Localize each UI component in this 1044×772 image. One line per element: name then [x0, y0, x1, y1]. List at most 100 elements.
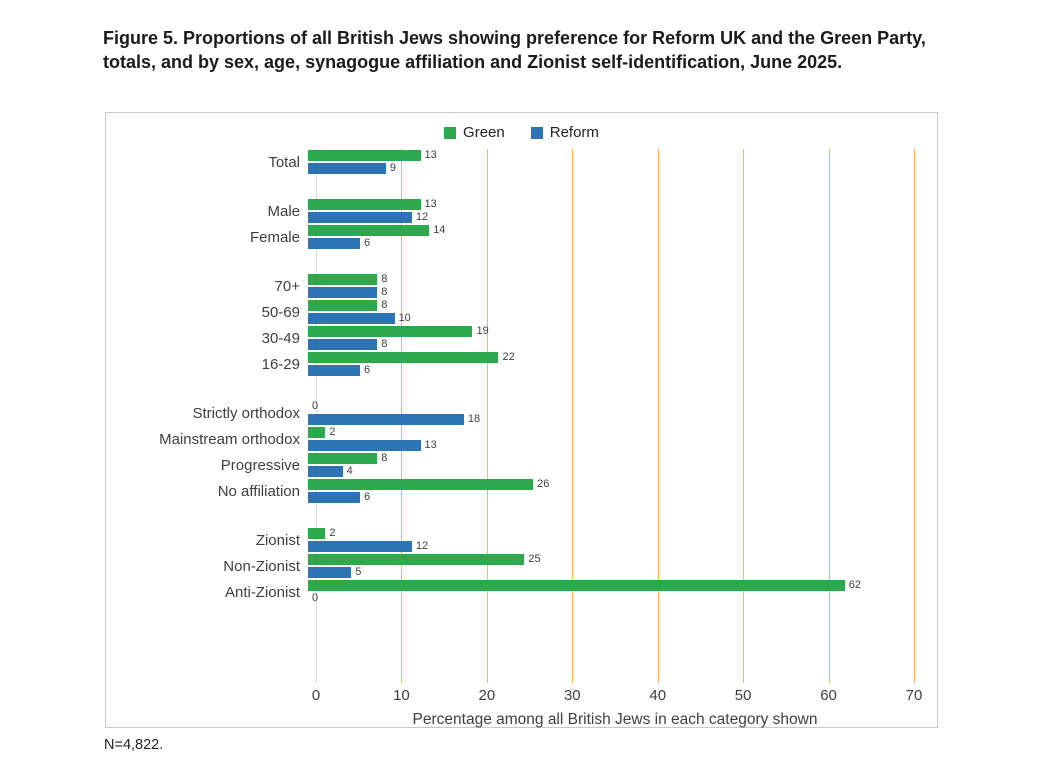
- reform-bar: [308, 238, 360, 249]
- bar-value-label: 5: [355, 566, 362, 578]
- bar-value-label: 12: [415, 540, 429, 552]
- reform-bar: [308, 466, 343, 477]
- bar-pair: 2 13: [308, 427, 914, 451]
- x-tick-label: 40: [649, 687, 667, 704]
- bar-value-label: 6: [363, 237, 371, 249]
- legend-label: Reform: [549, 124, 599, 141]
- category-label: 50-69: [261, 303, 300, 321]
- category-label: 30-49: [261, 329, 300, 347]
- bar-value-label: 8: [381, 452, 388, 464]
- green-bar: [308, 274, 378, 285]
- bar-line: 13: [308, 440, 914, 451]
- bar-line: 6: [308, 492, 914, 503]
- bar-value-label: 12: [415, 211, 429, 223]
- bar-line: 13: [308, 150, 914, 161]
- bar-value-label: 19: [476, 325, 489, 337]
- bar-row: Male 13 12: [106, 198, 914, 224]
- reform-bar: [308, 414, 464, 425]
- bar-value-label: 13: [424, 198, 437, 210]
- bar-value-label: 18: [467, 413, 481, 425]
- bar-group: 70+ 8 8 50-69 8 10 30-49 19 8 16-29 22 6: [106, 273, 914, 377]
- bar-line: 62: [308, 580, 914, 591]
- bar-value-label: 8: [381, 273, 388, 285]
- footnote: N=4,822.: [104, 737, 164, 753]
- legend: Green Reform: [106, 113, 937, 141]
- reform-bar: [308, 339, 378, 350]
- x-tick-label: 60: [820, 687, 837, 704]
- bar-line: 8: [308, 287, 914, 298]
- category-label: Strictly orthodox: [192, 404, 300, 422]
- x-tick-label: 30: [563, 687, 581, 704]
- reform-bar: [308, 440, 421, 451]
- bar-line: 8: [308, 339, 914, 350]
- legend-swatch: [444, 126, 457, 139]
- bar-line: 9: [308, 163, 914, 174]
- green-bar: [308, 427, 326, 438]
- bar-pair: 19 8: [308, 326, 914, 350]
- bar-value-label: 9: [389, 162, 397, 174]
- legend-item: Green: [444, 124, 505, 141]
- x-tick-label: 10: [393, 687, 410, 704]
- bar-row: Mainstream orthodox 2 13: [106, 426, 914, 452]
- bar-row: Progressive 8 4: [106, 452, 914, 478]
- bar-row: 30-49 19 8: [106, 325, 914, 351]
- bar-line: 2: [308, 528, 914, 539]
- bar-line: 18: [308, 414, 914, 425]
- category-label: No affiliation: [217, 482, 300, 500]
- bar-line: 6: [308, 365, 914, 376]
- bar-pair: 0 18: [308, 401, 914, 425]
- green-bar: [308, 580, 845, 591]
- bar-value-label: 10: [398, 312, 411, 324]
- bar-line: 8: [308, 274, 914, 285]
- bar-line: 0: [308, 593, 914, 604]
- bar-group: Strictly orthodox 0 18 Mainstream orthodox 2…: [106, 400, 914, 504]
- gridline: [572, 149, 574, 683]
- gridline: [743, 149, 745, 683]
- bar-value-label: 14: [433, 224, 446, 236]
- x-tick-label: 50: [734, 687, 752, 704]
- bar-pair: 26 6: [308, 479, 914, 503]
- bar-row: Non-Zionist 25 5: [106, 553, 914, 579]
- green-bar: [308, 199, 421, 210]
- bar-line: 5: [308, 567, 914, 578]
- bar-value-label: 25: [528, 553, 541, 565]
- bar-value-label: 13: [424, 439, 437, 451]
- bar-pair: 2 12: [308, 528, 914, 552]
- bar-line: 12: [308, 541, 914, 552]
- bar-line: 25: [308, 554, 914, 565]
- x-axis-label: Percentage among all British Jews in eac…: [412, 711, 818, 728]
- bar-rows: Total 13 9 Male 13 12 Female 14 6 70+ 8 8 50-69 8 10 30…: [106, 149, 914, 683]
- bar-line: 14: [308, 225, 914, 236]
- bar-row: Female 14 6: [106, 224, 914, 250]
- bar-line: 10: [308, 313, 914, 324]
- bar-line: 22: [308, 352, 914, 363]
- chart: Green Reform Total 13 9 Male 13 12 Female 14 6 70+…: [105, 112, 938, 728]
- figure-title: Figure 5. Proportions of all British Jew…: [103, 28, 926, 73]
- green-bar: [308, 453, 378, 464]
- bar-pair: 13 12: [308, 199, 914, 223]
- bar-value-label: 13: [424, 149, 437, 161]
- gridline: [657, 149, 659, 683]
- bar-row: 50-69 8 10: [106, 299, 914, 325]
- bar-line: 12: [308, 212, 914, 223]
- bar-row: 70+ 8 8: [106, 273, 914, 299]
- green-bar: [308, 479, 534, 490]
- bar-pair: 62 0: [308, 580, 914, 604]
- gridline: [828, 149, 830, 683]
- bar-value-label: 8: [381, 299, 388, 311]
- category-label: 16-29: [261, 355, 300, 373]
- bar-line: 4: [308, 466, 914, 477]
- bar-group: Total 13 9: [106, 149, 914, 175]
- bar-value-label: 26: [537, 478, 550, 490]
- bar-line: 13: [308, 199, 914, 210]
- x-tick-label: 20: [478, 687, 496, 704]
- reform-bar: [308, 163, 386, 174]
- bar-row: Strictly orthodox 0 18: [106, 400, 914, 426]
- bar-value-label: 0: [312, 400, 319, 412]
- bar-row: 16-29 22 6: [106, 351, 914, 377]
- bar-value-label: 8: [381, 338, 388, 350]
- bar-value-label: 2: [329, 527, 336, 539]
- x-tick-label: 0: [311, 687, 321, 704]
